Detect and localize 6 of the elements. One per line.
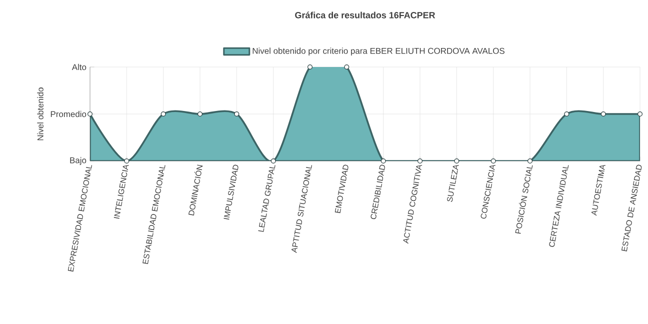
- text: Bajo: [70, 157, 86, 165]
- text: Promedio: [50, 110, 86, 118]
- y-axis-title: Nivel obtenido: [37, 88, 44, 140]
- legend-label: Nivel obtenido por criterio para EBER ELIUTH CORDOVA AVALOS: [252, 48, 504, 56]
- text: Alto: [72, 64, 86, 70]
- chart-title: Gráfica de resultados 16FACPER: [295, 12, 436, 18]
